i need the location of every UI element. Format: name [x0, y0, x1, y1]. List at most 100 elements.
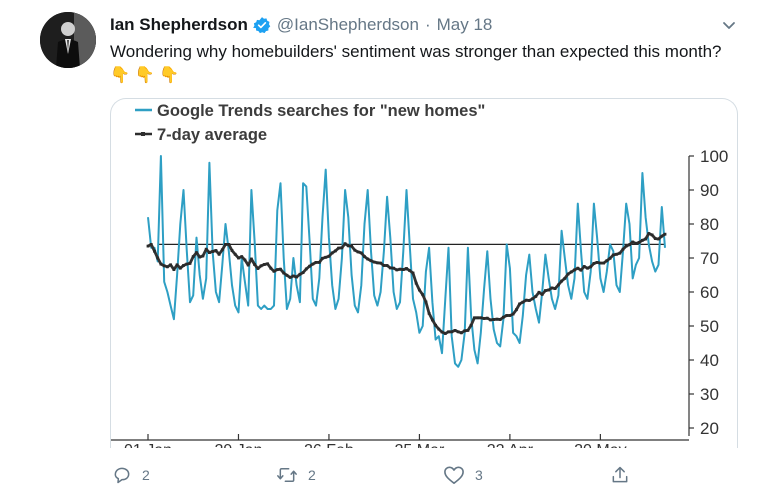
header-separator: · [424, 15, 431, 34]
avg-point [211, 250, 214, 253]
avg-point [382, 264, 386, 267]
chart-legend: Google Trends searches for "new homes" 7… [135, 102, 485, 144]
avg-point [411, 271, 415, 275]
avg-point [146, 244, 150, 248]
avg-point [395, 268, 399, 272]
avg-point [256, 267, 260, 270]
avg-point [589, 265, 593, 269]
avg-point [363, 255, 366, 258]
tweet-media-chart[interactable]: Google Trends searches for "new homes" 7… [110, 98, 738, 448]
avg-point [346, 244, 350, 248]
avg-point [214, 249, 218, 252]
avg-point [534, 295, 538, 298]
y-tick-label: 20 [700, 419, 719, 438]
avg-point [560, 279, 563, 283]
avg-point [204, 247, 208, 251]
avg-point [243, 258, 247, 262]
avg-point [353, 248, 357, 252]
avg-point [237, 256, 240, 260]
avg-point [208, 251, 211, 254]
avg-point [498, 318, 502, 321]
series-points-avg [146, 232, 667, 335]
avg-point [379, 261, 383, 265]
retweet-count: 2 [308, 467, 316, 483]
tweet-date[interactable]: May 18 [436, 15, 493, 34]
avg-point [178, 266, 182, 270]
avg-point [162, 264, 166, 268]
avg-point [366, 257, 370, 261]
avg-point [359, 251, 363, 255]
y-tick-label: 90 [700, 181, 719, 200]
legend-label-trends: Google Trends searches for "new homes" [157, 102, 485, 120]
avg-point [537, 290, 541, 294]
avg-point [544, 289, 547, 292]
avg-point [527, 299, 531, 302]
avg-point [463, 329, 467, 333]
avg-point [327, 254, 331, 258]
avg-point [424, 300, 428, 304]
retweet-button[interactable]: 2 [276, 462, 316, 488]
y-tick-label: 30 [700, 385, 719, 404]
avg-point [191, 255, 195, 258]
avg-point [182, 264, 185, 267]
avg-point [340, 246, 344, 250]
verified-badge-icon [253, 17, 271, 34]
like-count: 3 [475, 467, 483, 483]
avg-point [653, 237, 657, 240]
series-line-avg [147, 232, 666, 335]
avg-point [631, 240, 635, 244]
avg-point [330, 251, 334, 255]
tweet-menu-button[interactable] [718, 14, 740, 36]
reply-button[interactable]: 2 [112, 462, 150, 488]
series-line-trends [147, 155, 666, 368]
pointing-down-emoji: 👇 [159, 67, 180, 84]
avg-point [317, 261, 321, 264]
avg-point [195, 251, 198, 254]
avg-point [553, 287, 557, 290]
avg-point [489, 318, 492, 322]
avg-point [576, 266, 580, 270]
avg-point [259, 264, 263, 268]
avg-point [650, 233, 654, 237]
avg-point [492, 318, 496, 321]
avg-point [298, 272, 302, 276]
avg-point [350, 244, 353, 248]
avg-point [398, 267, 402, 271]
y-tick-label: 100 [700, 147, 728, 166]
avg-point [356, 250, 360, 254]
reply-count: 2 [142, 467, 150, 483]
chart-svg: Google Trends searches for "new homes" 7… [111, 102, 728, 448]
avg-point [324, 255, 328, 259]
tweet-header: Ian Shepherdson @IanShepherdson · May 18 [110, 14, 492, 36]
avg-point [582, 265, 586, 268]
avg-point [628, 243, 631, 247]
like-button[interactable]: 3 [443, 462, 483, 488]
share-icon [612, 466, 628, 483]
x-axis: 01 Jan 29 Jan 26 Feb 25 Mar 22 Apr 20 May [111, 434, 689, 448]
author-avatar[interactable] [40, 12, 96, 68]
avg-point [641, 238, 644, 242]
avg-point [602, 261, 605, 265]
avg-point [408, 269, 412, 272]
avg-point [240, 255, 244, 258]
y-tick-label: 80 [700, 215, 719, 234]
avg-point [615, 252, 618, 256]
avg-point [272, 269, 276, 273]
avg-point [427, 312, 431, 315]
avg-point [266, 262, 269, 266]
avg-point [511, 312, 515, 316]
avg-point [227, 243, 231, 246]
author-name[interactable]: Ian Shepherdson [110, 15, 248, 34]
avg-point [376, 261, 379, 265]
author-handle[interactable]: @IanShepherdson [276, 15, 419, 34]
avg-point [482, 317, 486, 320]
pointing-down-emoji: 👇 [134, 67, 155, 84]
avg-point [418, 288, 421, 292]
y-axis: 100 90 80 70 60 50 40 30 20 [688, 147, 728, 438]
share-button[interactable] [610, 462, 640, 488]
chevron-down-icon [723, 22, 735, 29]
avg-point [624, 244, 628, 248]
x-tick-label: 01 Jan [124, 442, 172, 448]
avg-point [156, 256, 160, 260]
avg-point [431, 318, 434, 322]
